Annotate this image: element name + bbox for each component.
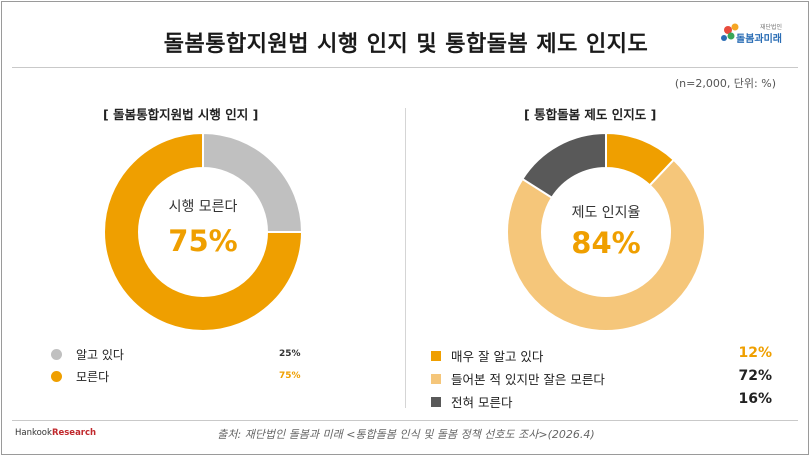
logo-text: 돌봄과미래 — [736, 34, 782, 45]
page-title: 돌봄통합지원법 시행 인지 및 통합돌봄 제도 인지도 — [163, 32, 649, 57]
right-legend-item-2: 전혀 모른다 — [431, 392, 512, 411]
brand-name: Hankook — [15, 428, 52, 438]
legend-label: 모른다 — [76, 370, 110, 384]
donut-chart-left — [103, 132, 303, 332]
legend-label: 들어본 적 있지만 잘은 모른다 — [451, 372, 605, 387]
right-legend-value-1: 72% — [738, 368, 772, 384]
right-center-label: 제도 인지율 — [571, 205, 641, 221]
legend-label: 전혀 모른다 — [451, 395, 513, 410]
legend-swatch — [51, 371, 62, 382]
legend-label: 알고 있다 — [76, 348, 124, 362]
right-donut-slice-1 — [506, 158, 706, 332]
legend-swatch — [51, 349, 62, 360]
footer-divider — [12, 420, 798, 421]
left-center-label: 시행 모른다 — [168, 199, 238, 215]
right-legend-value-2: 16% — [738, 391, 772, 407]
left-legend-item-1: 모른다 — [51, 368, 109, 385]
left-donut-slice-0 — [202, 132, 303, 233]
left-legend-value-1: 75% — [279, 371, 301, 381]
left-legend-item-0: 알고 있다 — [51, 346, 124, 363]
title-divider — [12, 67, 798, 68]
brand-accent: Research — [51, 428, 97, 438]
legend-label: 매우 잘 알고 있다 — [451, 349, 544, 364]
right-center-value: 84% — [571, 226, 641, 260]
logo-subtext: 재단법인 — [760, 24, 783, 31]
legend-swatch — [431, 396, 441, 407]
logo-icon — [721, 23, 739, 41]
right-section-title: [ 통합돌봄 제도 인지도 ] — [524, 107, 657, 122]
left-donut-slice-1 — [103, 132, 303, 332]
left-center-value: 75% — [168, 224, 238, 258]
legend-swatch — [431, 373, 441, 384]
left-legend-value-0: 25% — [279, 349, 301, 359]
sample-note: (n=2,000, 단위: %) — [674, 77, 776, 90]
brand-logo: HankookResearch — [15, 428, 96, 438]
right-legend-item-1: 들어본 적 있지만 잘은 모른다 — [431, 369, 605, 388]
panel-divider — [405, 108, 406, 408]
right-legend-item-0: 매우 잘 알고 있다 — [431, 346, 543, 365]
legend-swatch — [431, 350, 441, 361]
right-legend-value-0: 12% — [738, 345, 772, 361]
left-section-title: [ 돌봄통합지원법 시행 인지 ] — [103, 107, 259, 122]
source-note: 출처: 재단법인 돌봄과 미래 <통합돌봄 인식 및 돌봄 정책 선호도 조사>… — [217, 428, 595, 441]
donut-chart-right — [506, 132, 706, 332]
right-donut-slice-2 — [521, 132, 607, 200]
